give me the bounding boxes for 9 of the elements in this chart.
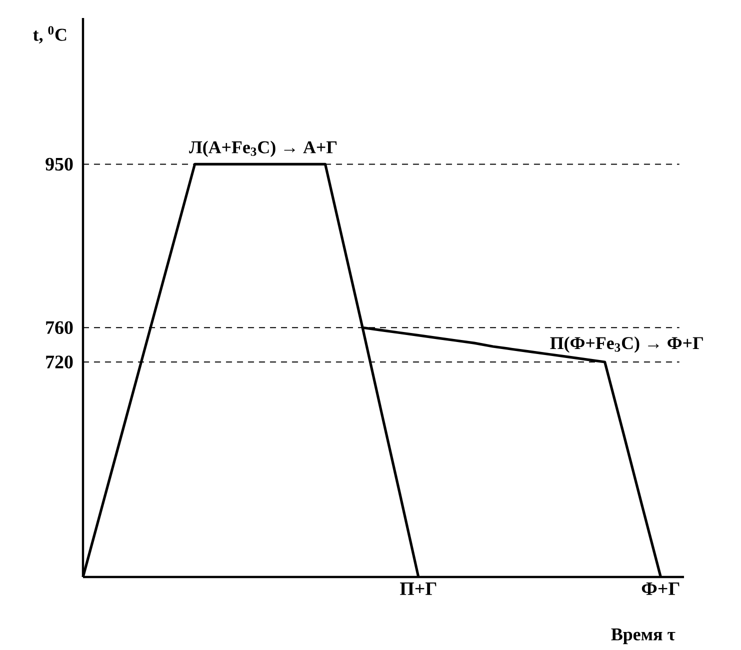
annotation: П(Ф+Fe$_{3}$C) → Ф+Г — [550, 336, 703, 353]
x-tick-label: Ф+Г — [642, 582, 680, 595]
x-tick-label: П+Г — [400, 582, 436, 595]
y-tick-label: 950 — [46, 158, 73, 171]
x-axis-title: Время τ — [611, 628, 676, 644]
annotation: Л(A+Fe$_{3}$C) → A+Г — [189, 140, 337, 157]
y-tick-label: 720 — [46, 356, 73, 368]
y-axis-title: t, $^{0}$C — [33, 26, 66, 44]
y-tick-label: 760 — [46, 321, 73, 334]
